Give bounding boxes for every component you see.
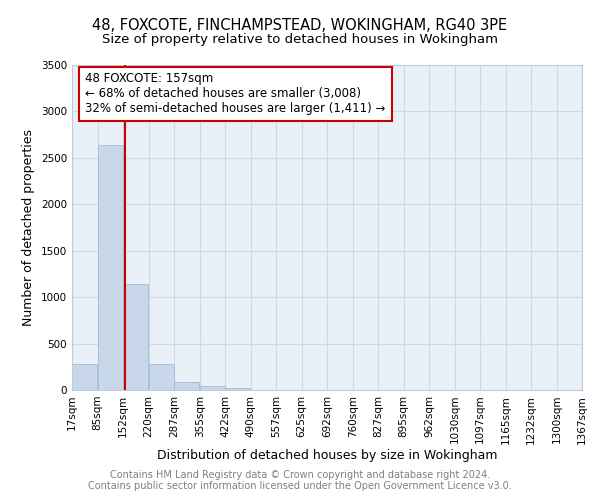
Bar xyxy=(98,145,123,390)
Text: Size of property relative to detached houses in Wokingham: Size of property relative to detached ho… xyxy=(102,32,498,46)
Text: 48, FOXCOTE, FINCHAMPSTEAD, WOKINGHAM, RG40 3PE: 48, FOXCOTE, FINCHAMPSTEAD, WOKINGHAM, R… xyxy=(92,18,508,32)
Text: 48 FOXCOTE: 157sqm
← 68% of detached houses are smaller (3,008)
32% of semi-deta: 48 FOXCOTE: 157sqm ← 68% of detached hou… xyxy=(85,72,386,116)
Bar xyxy=(149,364,174,390)
X-axis label: Distribution of detached houses by size in Wokingham: Distribution of detached houses by size … xyxy=(157,449,497,462)
Bar xyxy=(174,382,199,390)
Y-axis label: Number of detached properties: Number of detached properties xyxy=(22,129,35,326)
Bar xyxy=(200,386,225,390)
Bar xyxy=(225,388,250,390)
Text: Contains public sector information licensed under the Open Government Licence v3: Contains public sector information licen… xyxy=(88,481,512,491)
Bar xyxy=(123,284,148,390)
Bar xyxy=(72,364,97,390)
Text: Contains HM Land Registry data © Crown copyright and database right 2024.: Contains HM Land Registry data © Crown c… xyxy=(110,470,490,480)
